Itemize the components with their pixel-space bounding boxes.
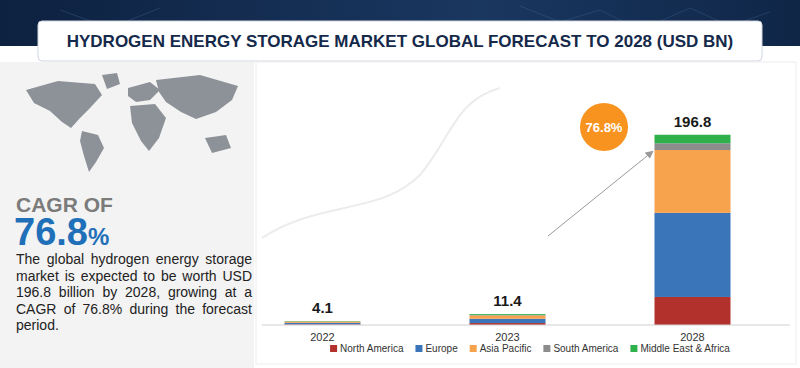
- chart-card: [256, 62, 796, 364]
- legend-swatch: [543, 345, 550, 352]
- baseline: [262, 325, 790, 326]
- bar-segment: [285, 322, 361, 323]
- legend-item: North America: [330, 343, 404, 354]
- legend-label: North America: [340, 343, 404, 354]
- bar-segment: [470, 313, 546, 315]
- bar-segment: [655, 143, 731, 150]
- network-line: [520, 6, 560, 22]
- continent: [205, 135, 231, 153]
- network-line: [560, 10, 600, 22]
- bar-segment: [655, 213, 731, 297]
- bar-segment: [655, 297, 731, 325]
- bars: [285, 135, 731, 325]
- cagr-unit: %: [88, 223, 109, 250]
- cagr-badge-label: 76.8%: [586, 120, 623, 135]
- legend-swatch: [470, 345, 477, 352]
- legend: North America Europe Asia Pacific South Ame…: [330, 343, 730, 354]
- continent: [130, 104, 166, 151]
- legend-swatch: [630, 345, 637, 352]
- bar-segment: [285, 323, 361, 325]
- bar-segment: [655, 150, 731, 213]
- category-label: 2023: [495, 331, 519, 343]
- legend-label: Europe: [425, 343, 458, 354]
- cagr-badge: [580, 103, 628, 151]
- world-map: [26, 73, 238, 172]
- chart-title: HYDROGEN ENERGY STORAGE MARKET GLOBAL FO…: [67, 32, 734, 51]
- growth-arrow: [548, 152, 652, 236]
- total-label: 4.1: [312, 299, 333, 316]
- legend-swatch: [415, 345, 422, 352]
- continent: [128, 82, 160, 102]
- description: The global hydrogen energy storage marke…: [16, 251, 252, 334]
- total-label: 11.4: [493, 292, 522, 309]
- continent: [102, 73, 120, 89]
- bar-segment: [655, 135, 731, 144]
- legend-item: Asia Pacific: [470, 343, 532, 354]
- bar-segment: [285, 321, 361, 322]
- page: HYDROGEN ENERGY STORAGE MARKET GLOBAL FO…: [0, 0, 800, 368]
- legend-label: Asia Pacific: [480, 343, 532, 354]
- side-panel: [0, 62, 254, 368]
- legend-item: Europe: [415, 343, 458, 354]
- legend-label: South America: [553, 343, 618, 354]
- bar-segment: [470, 319, 546, 323]
- title-box: [38, 21, 762, 61]
- bar-segment: [470, 315, 546, 318]
- legend-label: Middle East & Africa: [640, 343, 730, 354]
- continent: [80, 131, 104, 172]
- cagr-number: 76.8: [14, 211, 88, 253]
- legend-item: Middle East & Africa: [630, 343, 730, 354]
- total-label: 196.8: [674, 113, 712, 130]
- continent: [156, 75, 238, 119]
- category-label: 2028: [680, 331, 704, 343]
- continent: [26, 81, 102, 128]
- bar-segment: [470, 314, 546, 316]
- legend-swatch: [330, 345, 337, 352]
- legend-item: South America: [543, 343, 618, 354]
- category-label: 2022: [310, 331, 334, 343]
- bar-segment: [285, 321, 361, 322]
- cagr-value: 76.8%: [14, 211, 109, 253]
- decor-curve: [262, 88, 500, 238]
